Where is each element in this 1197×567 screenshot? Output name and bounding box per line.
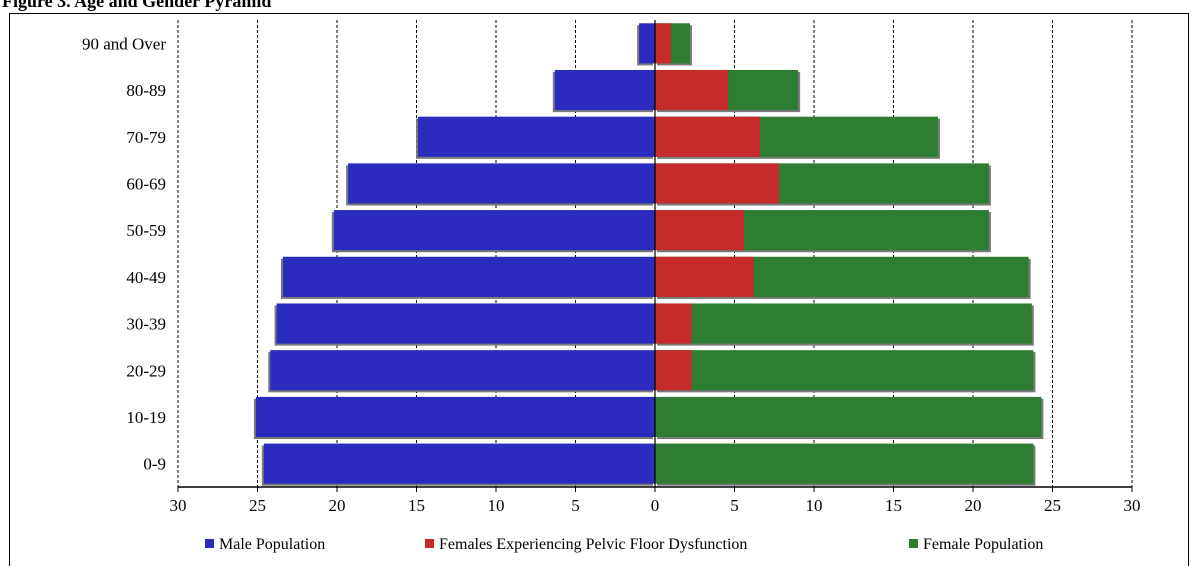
male-bar: [418, 116, 655, 157]
category-label: 60-69: [126, 174, 166, 193]
category-label: 90 and Over: [82, 34, 166, 53]
female-bar: [655, 303, 1032, 344]
category-label: 30-39: [126, 315, 166, 334]
pelvic-floor-dysfunction-bar: [655, 303, 692, 344]
male-bar: [282, 256, 655, 297]
x-tick-label: 25: [249, 496, 266, 515]
category-label: 0-9: [143, 455, 166, 474]
legend-swatch: [909, 539, 918, 548]
male-bar: [348, 163, 655, 204]
x-tick-label: 30: [1124, 496, 1141, 515]
male-bar: [276, 303, 655, 344]
bar-layer: [253, 23, 1044, 486]
x-tick-label: 20: [329, 496, 346, 515]
male-bar: [263, 443, 655, 484]
legend-label: Male Population: [219, 536, 325, 553]
category-label: 10-19: [126, 408, 166, 427]
pelvic-floor-dysfunction-bar: [655, 69, 729, 111]
x-tick-label: 10: [806, 496, 823, 515]
category-label: 40-49: [126, 268, 166, 287]
legend-label: Females Experiencing Pelvic Floor Dysfun…: [439, 536, 747, 553]
pelvic-floor-dysfunction-bar: [655, 23, 671, 64]
axis-layer: 90 and Over 80-89 70-79 60-69 50-59 40-49 30-3…: [82, 20, 1141, 515]
legend-swatch: [425, 539, 434, 548]
female-bar: [655, 443, 1034, 484]
category-label: 50-59: [126, 221, 166, 240]
x-tick-label: 5: [571, 496, 580, 515]
figure-caption: Figure 3. Age and Gender Pyramid: [2, 0, 272, 11]
pelvic-floor-dysfunction-bar: [655, 163, 780, 204]
male-bar: [639, 23, 655, 64]
x-tick-label: 0: [651, 496, 660, 515]
category-label: 20-29: [126, 361, 166, 380]
x-tick-label: 15: [885, 496, 902, 515]
male-bar: [333, 210, 655, 251]
legend-label: Female Population: [923, 536, 1043, 553]
pelvic-floor-dysfunction-bar: [655, 256, 754, 297]
pelvic-floor-dysfunction-bar: [655, 210, 745, 251]
male-bar: [270, 350, 655, 391]
female-bar: [655, 350, 1034, 391]
x-tick-label: 15: [408, 496, 425, 515]
female-bar: [655, 396, 1042, 438]
x-tick-label: 20: [965, 496, 982, 515]
legend: Male Population Females Experiencing Pelv…: [205, 536, 1043, 553]
male-bar: [255, 396, 655, 438]
legend-swatch: [205, 539, 214, 548]
pelvic-floor-dysfunction-bar: [655, 350, 692, 391]
category-label: 80-89: [126, 81, 166, 100]
x-tick-label: 10: [488, 496, 505, 515]
x-tick-label: 30: [170, 496, 187, 515]
x-tick-label: 25: [1044, 496, 1061, 515]
pelvic-floor-dysfunction-bar: [655, 116, 760, 157]
category-label: 70-79: [126, 128, 166, 147]
chart-frame: [9, 13, 1189, 566]
male-bar: [554, 69, 655, 111]
figure-caption-strip: Figure 3. Age and Gender Pyramid: [0, 0, 1197, 14]
x-tick-label: 5: [730, 496, 739, 515]
